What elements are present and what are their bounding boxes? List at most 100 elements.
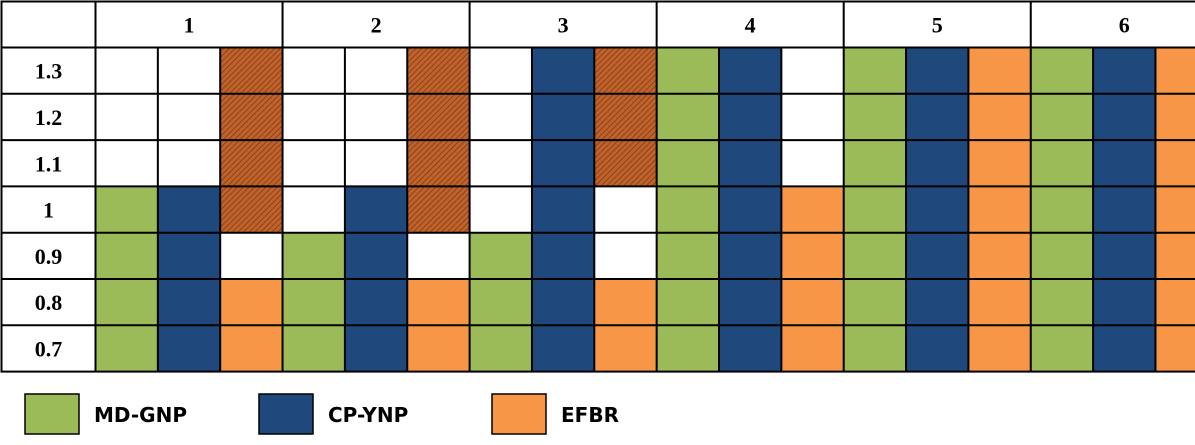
heatmap-cell	[843, 279, 907, 326]
legend-swatch	[491, 393, 547, 435]
heatmap-cell	[95, 140, 158, 187]
heatmap-cell	[1093, 279, 1156, 326]
legend-label: CP-YNP	[328, 403, 408, 427]
heatmap-cell	[1093, 47, 1156, 94]
row-label: 0.8	[35, 290, 63, 315]
heatmap-cell	[1155, 279, 1195, 326]
heatmap-cell	[656, 47, 719, 94]
heatmap-cell	[656, 279, 719, 326]
heatmap-cell	[781, 186, 844, 233]
heatmap-cell	[469, 93, 532, 141]
heatmap-cell	[407, 47, 470, 94]
heatmap-cell	[656, 232, 719, 279]
heatmap-cell	[531, 93, 595, 141]
legend-label: EFBR	[561, 403, 619, 427]
heatmap-cell	[656, 93, 719, 141]
heatmap-cell	[282, 140, 345, 187]
heatmap-cell	[968, 325, 1031, 372]
heatmap-cell	[1155, 186, 1195, 233]
legend-swatch	[24, 393, 80, 435]
legend-swatch	[258, 393, 314, 435]
heatmap-cell	[344, 279, 408, 326]
heatmap-cell	[656, 186, 719, 233]
heatmap-cell	[407, 279, 470, 326]
column-group-label: 6	[1119, 13, 1130, 38]
row-label: 1	[43, 198, 54, 223]
heatmap-cell	[407, 93, 470, 141]
heatmap-cell	[1093, 93, 1156, 141]
row-label: 1.2	[35, 105, 63, 130]
heatmap-cell	[531, 186, 595, 233]
heatmap-cell	[594, 140, 657, 187]
heatmap-cell	[906, 93, 969, 141]
heatmap-cell	[469, 186, 532, 233]
heatmap-cell	[968, 140, 1031, 187]
heatmap-cell	[469, 140, 532, 187]
heatmap-cell	[594, 186, 657, 233]
heatmap-cell	[906, 325, 969, 372]
heatmap-cell	[95, 186, 158, 233]
heatmap-cell	[95, 47, 158, 94]
legend-label: MD-GNP	[94, 403, 187, 427]
heatmap-cell	[95, 279, 158, 326]
heatmap-cell	[282, 47, 345, 94]
heatmap-cell	[594, 47, 657, 94]
heatmap-cell	[781, 47, 844, 94]
column-group-label: 4	[745, 13, 756, 38]
heatmap-cell	[344, 140, 408, 187]
heatmap-cell	[781, 279, 844, 326]
heatmap-cell	[968, 186, 1031, 233]
heatmap-cell	[157, 279, 221, 326]
heatmap-cell	[157, 325, 221, 372]
column-group-label: 5	[932, 13, 943, 38]
heatmap-cell	[1155, 140, 1195, 187]
heatmap-cell	[1030, 93, 1094, 141]
heatmap-cell	[781, 325, 844, 372]
heatmap-cell	[594, 232, 657, 279]
heatmap-cell	[1155, 325, 1195, 372]
heatmap-cell	[719, 325, 782, 372]
heatmap-cell	[344, 232, 408, 279]
heatmap-cell	[344, 47, 408, 94]
heatmap-cell	[719, 232, 782, 279]
heatmap-cell	[656, 140, 719, 187]
heatmap-cell	[781, 140, 844, 187]
heatmap-cell	[344, 186, 408, 233]
heatmap-cell	[344, 93, 408, 141]
heatmap-cell	[1030, 186, 1094, 233]
heatmap-cell	[906, 232, 969, 279]
heatmap-cell	[1093, 325, 1156, 372]
row-label: 1.3	[35, 59, 63, 84]
heatmap-cell	[157, 140, 221, 187]
heatmap-cell	[843, 186, 907, 233]
heatmap-cell	[843, 93, 907, 141]
heatmap-cell	[1030, 140, 1094, 187]
heatmap-cell	[906, 140, 969, 187]
heatmap-cell	[531, 325, 595, 372]
heatmap-cell	[282, 232, 345, 279]
row-label: 0.9	[35, 244, 63, 269]
heatmap-cell	[906, 47, 969, 94]
heatmap-cell	[843, 47, 907, 94]
column-group-label: 3	[558, 13, 569, 38]
heatmap-cell	[1155, 93, 1195, 141]
heatmap-cell	[157, 47, 221, 94]
heatmap-cell	[906, 186, 969, 233]
heatmap-cell	[781, 232, 844, 279]
heatmap-cell	[220, 232, 283, 279]
heatmap-cell	[968, 232, 1031, 279]
heatmap-cell	[469, 325, 532, 372]
row-label: 1.1	[35, 151, 63, 176]
heatmap-cell	[407, 232, 470, 279]
heatmap-cell	[220, 325, 283, 372]
heatmap-cell	[220, 93, 283, 141]
heatmap-cell	[344, 325, 408, 372]
heatmap-cell	[656, 325, 719, 372]
heatmap-cell	[220, 279, 283, 326]
heatmap-cell	[282, 186, 345, 233]
heatmap-cell	[843, 232, 907, 279]
heatmap-cell	[719, 47, 782, 94]
heatmap-cell	[594, 93, 657, 141]
heatmap-cell	[1093, 232, 1156, 279]
heatmap-cell	[719, 140, 782, 187]
